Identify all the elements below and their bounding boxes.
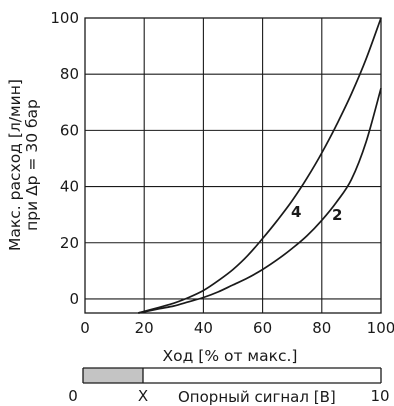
signal-start-label: 0 — [68, 387, 78, 405]
curve-label-4: 4 — [291, 203, 301, 221]
x-tick-label: 0 — [80, 319, 90, 337]
signal-end-label: 10 — [370, 387, 389, 405]
curve-label-2: 2 — [332, 206, 342, 224]
signal-axis-label: Опорный сигнал [В] — [178, 388, 336, 406]
x-tick-label: 100 — [367, 319, 394, 337]
x-axis-ticks: 0 20 40 60 80 100 — [80, 319, 394, 337]
curve-2-line — [138, 87, 382, 314]
grid-lines — [85, 18, 381, 313]
curve-4-line — [138, 17, 382, 314]
y-tick-label: 0 — [69, 290, 79, 308]
x-tick-label: 20 — [135, 319, 154, 337]
plot-frame — [84, 17, 382, 314]
y-tick-label: 20 — [60, 234, 79, 252]
reference-signal-bar — [82, 367, 382, 384]
signal-range-fill — [83, 368, 143, 383]
curves — [138, 17, 382, 314]
y-axis-ticks: 0 20 40 60 80 100 — [50, 9, 79, 308]
x-axis-label: Ход [% от макс.] — [163, 347, 298, 365]
y-tick-label: 40 — [60, 178, 79, 196]
x-tick-label: 80 — [312, 319, 331, 337]
y-tick-label: 100 — [50, 9, 79, 27]
y-tick-label: 60 — [60, 121, 79, 139]
y-tick-label: 80 — [60, 65, 79, 83]
y-axis-label-line1: Макс. расход [л/мин] — [6, 79, 24, 251]
x-tick-label: 60 — [253, 319, 272, 337]
signal-marker-label: X — [138, 387, 148, 405]
x-tick-label: 40 — [194, 319, 213, 337]
y-axis-label-line2: при Δp = 30 бар — [23, 99, 41, 231]
